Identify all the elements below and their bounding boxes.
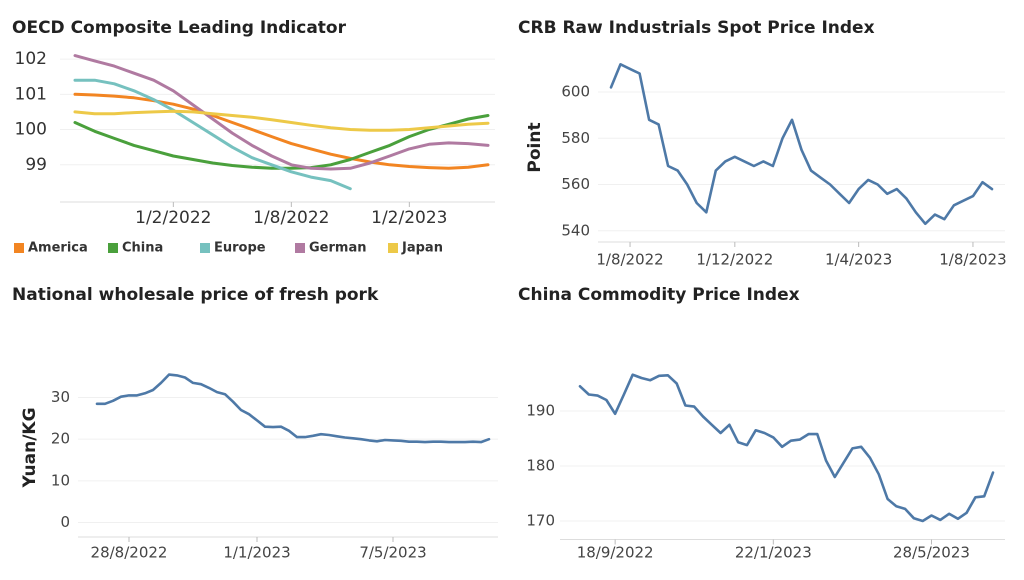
y-tick-label: 99 bbox=[25, 155, 47, 175]
x-tick-label: 1/2/2023 bbox=[371, 208, 447, 228]
chart-title: CRB Raw Industrials Spot Price Index bbox=[518, 18, 875, 38]
x-tick-label: 1/8/2022 bbox=[253, 208, 329, 228]
chart-title: National wholesale price of fresh pork bbox=[12, 285, 379, 305]
legend-label: Japan bbox=[401, 241, 443, 256]
chart-title: OECD Composite Leading Indicator bbox=[12, 18, 347, 38]
y-axis-label: Yuan/KG bbox=[20, 407, 40, 488]
y-tick-label: 540 bbox=[561, 221, 590, 239]
x-tick-label: 28/8/2022 bbox=[91, 544, 168, 562]
x-tick-label: 1/8/2022 bbox=[596, 251, 663, 269]
chart-title: China Commodity Price Index bbox=[518, 285, 800, 305]
x-tick-label: 22/1/2023 bbox=[735, 544, 812, 562]
data-line bbox=[73, 92, 490, 170]
y-tick-label: 580 bbox=[561, 129, 590, 147]
data-line bbox=[73, 109, 490, 132]
y-tick-label: 101 bbox=[15, 84, 47, 104]
y-axis-label: Point bbox=[525, 122, 545, 172]
x-tick-label: 1/8/2023 bbox=[939, 251, 1006, 269]
y-tick-label: 560 bbox=[561, 175, 590, 193]
data-line bbox=[95, 373, 491, 444]
y-tick-label: 190 bbox=[526, 402, 555, 420]
x-tick-label: 1/4/2023 bbox=[825, 251, 892, 269]
x-tick-label: 28/5/2023 bbox=[893, 544, 970, 562]
x-tick-label: 1/1/2023 bbox=[223, 544, 290, 562]
y-tick-label: 20 bbox=[51, 430, 70, 448]
data-line bbox=[73, 54, 490, 171]
data-line bbox=[578, 373, 995, 523]
legend-swatch bbox=[388, 243, 398, 253]
y-tick-label: 0 bbox=[60, 513, 70, 531]
legend-swatch bbox=[14, 243, 24, 253]
x-tick-label: 1/2/2022 bbox=[135, 208, 211, 228]
y-tick-label: 30 bbox=[51, 388, 70, 406]
y-tick-label: 180 bbox=[526, 457, 555, 475]
legend-swatch bbox=[108, 243, 118, 253]
y-tick-label: 102 bbox=[15, 49, 47, 69]
legend-label: German bbox=[309, 241, 366, 256]
x-tick-label: 18/9/2022 bbox=[577, 544, 654, 562]
legend-swatch bbox=[200, 243, 210, 253]
y-tick-label: 10 bbox=[51, 471, 70, 489]
y-tick-label: 600 bbox=[561, 83, 590, 101]
x-tick-label: 1/12/2022 bbox=[696, 251, 773, 269]
data-line bbox=[73, 78, 352, 191]
legend-label: America bbox=[28, 241, 88, 256]
legend-swatch bbox=[295, 243, 305, 253]
legend-label: Europe bbox=[214, 241, 266, 256]
y-tick-label: 170 bbox=[526, 512, 555, 530]
data-line bbox=[609, 63, 994, 226]
legend-label: China bbox=[122, 241, 163, 256]
y-tick-label: 100 bbox=[15, 120, 47, 140]
x-tick-label: 7/5/2023 bbox=[359, 544, 426, 562]
